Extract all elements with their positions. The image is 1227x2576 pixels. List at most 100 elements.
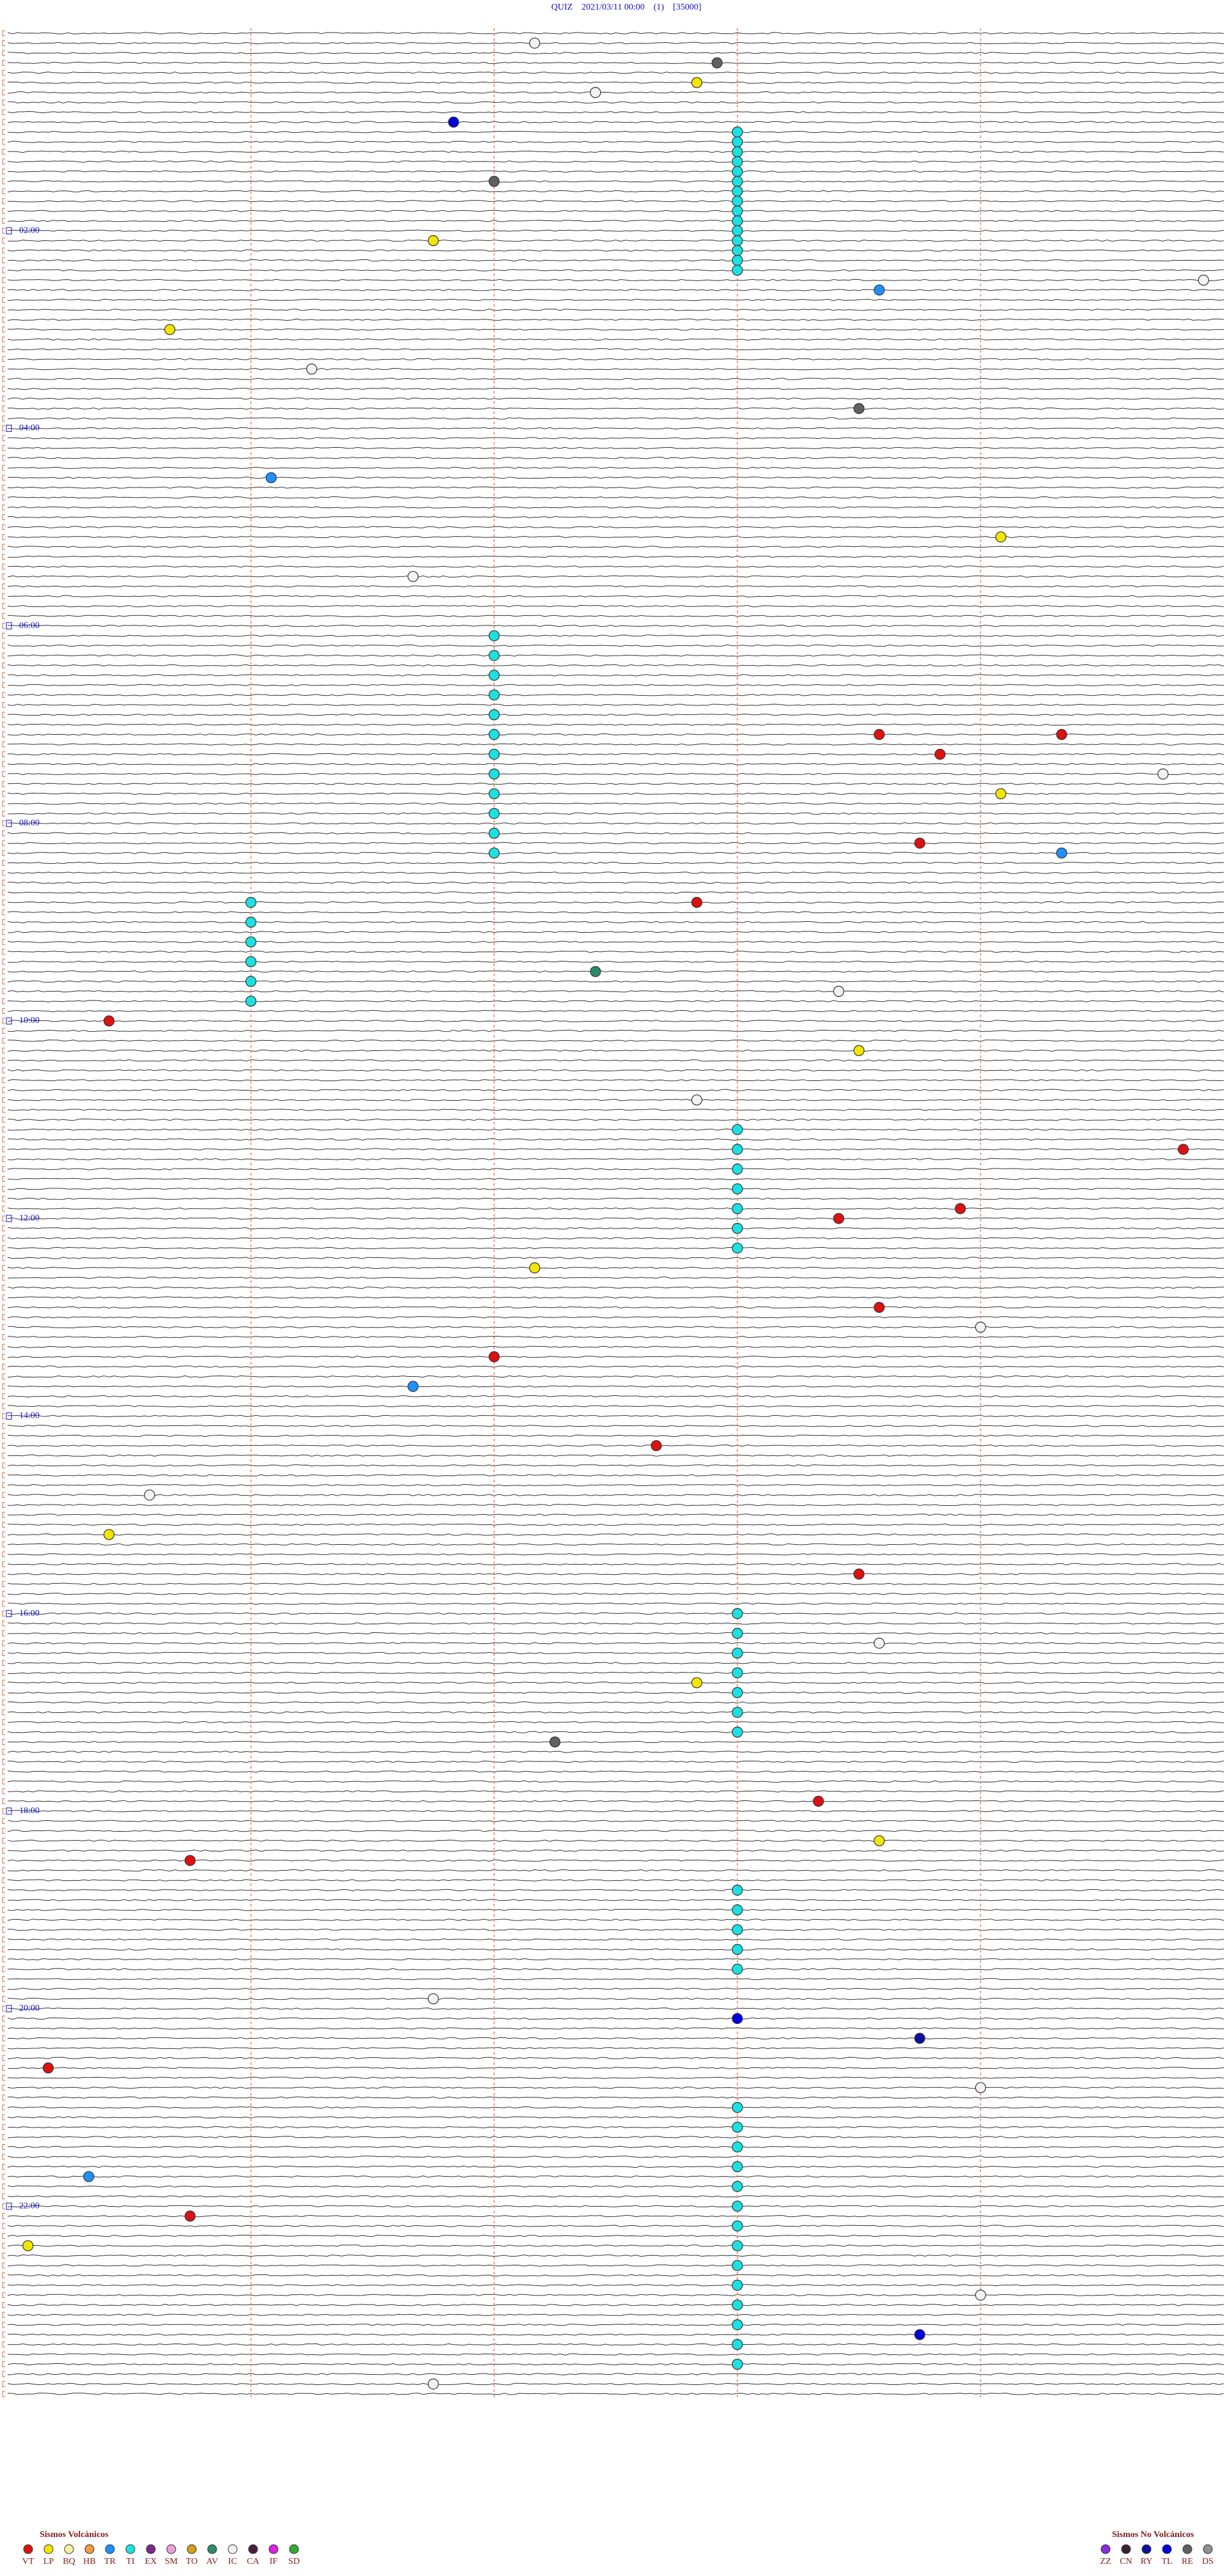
hour-label: 16:00 [19,1609,40,1618]
row-mark [2,1344,5,1350]
event [691,77,702,88]
row-mark [2,533,5,540]
trace [7,822,1224,825]
row-mark [2,475,5,481]
row-mark [2,1561,5,1567]
row-mark [2,257,5,264]
legend-label: TI [126,2557,135,2566]
event [732,1627,743,1639]
trace [8,841,1224,845]
event [488,709,500,721]
row-mark [2,1255,5,1261]
event [407,1381,419,1392]
row-mark [2,909,5,916]
legend-swatch [228,2544,238,2554]
trace [7,664,1224,667]
legend-swatch [146,2544,156,2554]
event [732,1203,743,1215]
trace [7,1968,1224,1970]
row-mark [2,1265,5,1271]
hour-label: 14:00 [19,1411,40,1421]
row-mark [2,1324,5,1330]
row-mark [2,2391,5,2397]
legend-label: IC [228,2557,237,2566]
event [428,1993,439,2005]
event [488,176,500,187]
trace [7,2076,1224,2079]
row-mark [2,1334,5,1340]
legend-label: RE [1182,2557,1193,2566]
trace [8,2096,1224,2099]
event [732,1647,743,1659]
row-mark [2,139,5,145]
row-mark [2,2312,5,2318]
row-mark [2,316,5,323]
trace [7,546,1224,548]
trace [7,951,1224,953]
row-mark [2,662,5,668]
row-mark [2,1709,5,1715]
row-mark [2,445,5,451]
trace [7,2007,1224,2010]
trace [7,81,1224,84]
trace [7,111,1224,114]
trace [7,1395,1224,1398]
trace [7,2047,1224,2050]
row-mark [2,761,5,767]
row-mark [2,227,5,234]
legend-swatch [1100,2544,1111,2554]
row-mark [2,1531,5,1538]
event [732,1687,743,1698]
trace [7,52,1224,54]
legend-swatch [207,2544,217,2554]
row-mark [2,2302,5,2308]
event [245,936,257,947]
row-mark [2,50,5,56]
row-mark [2,632,5,639]
event [732,2121,743,2133]
trace [7,289,1224,291]
event [874,284,885,296]
trace [7,1425,1224,1427]
event [732,1144,743,1155]
event [732,1608,743,1620]
event [732,1963,743,1975]
trace [7,861,1224,864]
event [488,729,500,740]
trace [7,1474,1224,1476]
row-mark [2,1107,5,1113]
event [1198,274,1209,286]
row-mark [2,2193,5,2200]
row-mark [2,238,5,244]
trace [7,901,1224,904]
event [732,1223,743,1234]
row-mark [2,2035,5,2041]
legend-title: Sismos No Volcánicos [1112,2530,1194,2540]
trace [7,210,1224,213]
trace [7,407,1224,410]
trace [7,713,1224,716]
trace [7,1948,1224,1951]
trace [7,91,1224,94]
legend-label: CA [247,2557,259,2566]
trace [7,170,1224,173]
trace [7,674,1224,677]
row-mark [2,593,5,599]
trace [7,1977,1224,1981]
row-mark [2,484,5,491]
trace [7,1682,1224,1684]
event [488,788,500,800]
event [1177,1144,1189,1155]
row-mark [2,978,5,985]
trace [7,792,1224,795]
trace [7,615,1224,617]
trace [7,1514,1224,1516]
row-mark [2,395,5,402]
event [184,1855,196,1866]
event [732,205,743,217]
row-mark [2,1887,5,1893]
row-mark [2,1591,5,1597]
row-mark [2,356,5,362]
event [995,788,1007,800]
